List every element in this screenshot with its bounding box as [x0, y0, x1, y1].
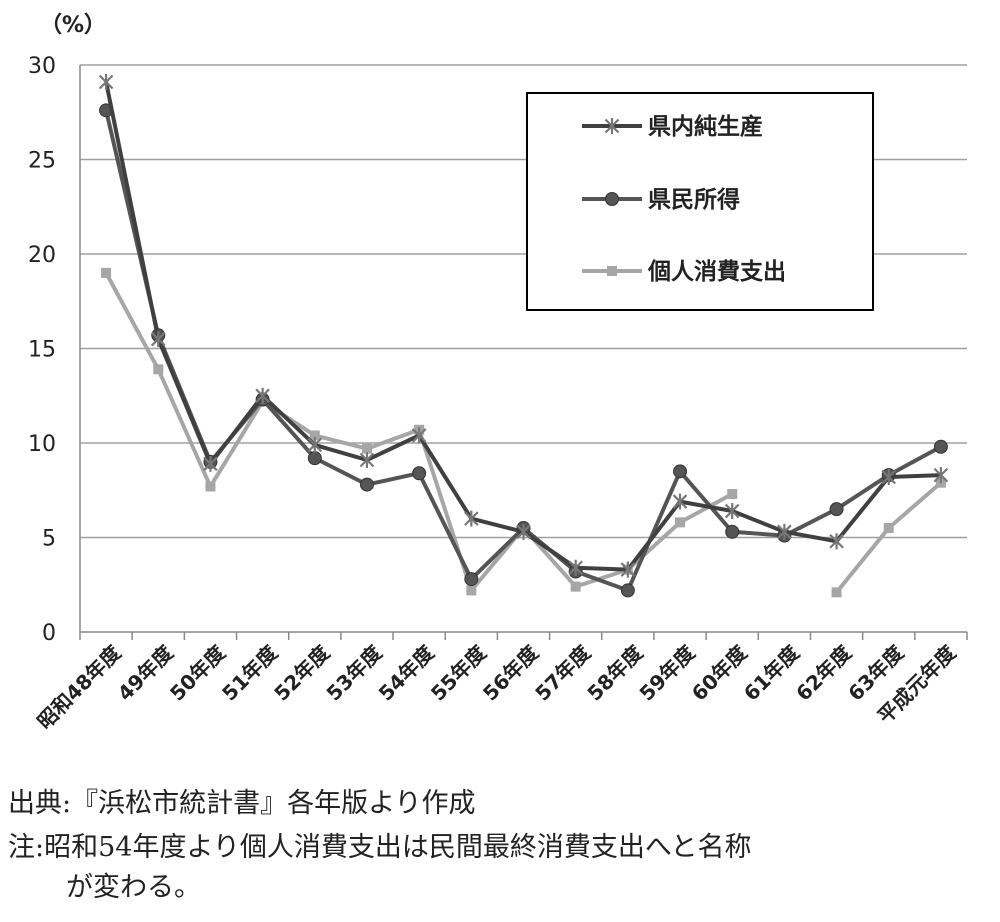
data-point — [101, 267, 112, 278]
data-point — [205, 481, 216, 492]
data-point — [412, 466, 427, 481]
data-point — [464, 572, 479, 587]
y-tick-label: 5 — [42, 527, 56, 552]
data-point — [359, 477, 374, 492]
data-point — [98, 74, 114, 91]
legend-label: 県内純生産 — [648, 113, 763, 140]
legend-box — [526, 92, 874, 311]
y-tick-label: 0 — [42, 621, 56, 646]
x-tick-label: 54年度 — [374, 640, 440, 706]
y-axis-ticks: 0 5 10 15 20 25 30 — [28, 54, 56, 646]
y-axis-unit-label: （%） — [40, 13, 106, 38]
x-tick-label: 昭和48年度 — [32, 640, 126, 734]
x-tick-label: 51年度 — [217, 640, 283, 706]
data-point — [150, 331, 166, 348]
data-point — [605, 192, 619, 206]
series-1 — [98, 74, 949, 578]
data-point — [307, 451, 322, 466]
data-point — [568, 559, 583, 576]
data-point — [933, 439, 948, 454]
data-point — [607, 266, 617, 276]
x-tick-label: 55年度 — [426, 640, 492, 706]
data-point — [724, 503, 740, 520]
x-tick-label: 56年度 — [478, 640, 544, 706]
legend-label: 県民所得 — [648, 186, 740, 213]
data-point — [672, 493, 688, 510]
x-tick-label: 52年度 — [269, 640, 335, 706]
y-tick-label: 20 — [28, 243, 56, 268]
y-tick-label: 30 — [28, 54, 56, 79]
data-point — [361, 443, 372, 454]
data-point — [203, 455, 218, 472]
x-tick-label: 59年度 — [635, 640, 701, 706]
data-point — [673, 464, 688, 479]
x-tick-label: 62年度 — [791, 640, 857, 706]
data-point — [620, 561, 636, 578]
data-point — [675, 517, 686, 528]
y-tick-label: 25 — [28, 149, 56, 174]
data-point — [359, 452, 375, 469]
data-point — [464, 510, 479, 527]
data-point — [411, 427, 427, 444]
x-tick-label: 61年度 — [739, 640, 805, 706]
data-point — [725, 524, 740, 539]
data-point — [466, 585, 477, 596]
series-line — [104, 271, 943, 594]
data-point — [604, 118, 620, 134]
data-point — [570, 581, 581, 592]
data-point — [309, 430, 320, 441]
series-3 — [101, 267, 946, 598]
data-point — [883, 523, 894, 534]
x-tick-label: 57年度 — [530, 640, 596, 706]
data-point — [307, 436, 323, 453]
data-point — [829, 533, 844, 550]
data-point — [831, 587, 842, 598]
data-point — [153, 364, 164, 375]
data-point — [933, 467, 949, 484]
legend-label: 個人消費支出 — [647, 259, 786, 285]
data-point — [620, 583, 635, 598]
data-point — [829, 502, 844, 517]
y-tick-label: 15 — [28, 338, 56, 363]
x-tick-label: 50年度 — [165, 640, 231, 706]
data-point — [727, 489, 738, 500]
x-tick-label: 60年度 — [687, 640, 753, 706]
note-line-1: 注:昭和54年度より個人消費支出は民間最終消費支出へと名称 — [8, 832, 752, 863]
y-tick-label: 10 — [28, 432, 56, 457]
note-line-2: が変わる。 — [66, 872, 201, 903]
data-point — [516, 523, 531, 540]
x-tick-label: 58年度 — [582, 640, 648, 706]
source-note: 出典:『浜松市統計書』各年版より作成 — [8, 788, 476, 819]
x-tick-label: 49年度 — [113, 640, 179, 706]
series-layer — [98, 74, 949, 598]
data-point — [881, 469, 897, 486]
x-tick-label: 53年度 — [322, 640, 388, 706]
data-point — [255, 387, 270, 404]
data-point — [777, 523, 792, 540]
